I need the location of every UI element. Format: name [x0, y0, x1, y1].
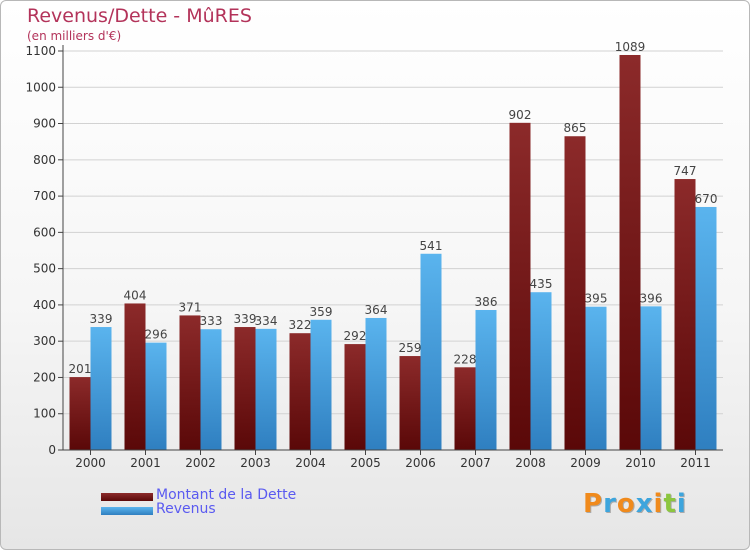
data-label-revenus: 333 — [200, 314, 223, 328]
bar-debt — [674, 179, 696, 450]
labels: 0 100 200 300 400 500 600 700 800 900 1000 1100 201 3… — [25, 40, 717, 470]
y-tick-label: 300 — [33, 334, 56, 348]
data-label-revenus: 339 — [90, 312, 113, 326]
x-tick-label: 2011 — [680, 456, 711, 470]
x-tick-label: 2009 — [570, 456, 601, 470]
axes — [58, 45, 723, 455]
data-label-revenus: 395 — [585, 292, 608, 306]
bar-debt — [399, 356, 421, 450]
logo-letter: x — [635, 489, 654, 519]
bar-debt — [454, 367, 476, 450]
x-tick-label: 2005 — [350, 456, 381, 470]
data-label-revenus: 386 — [475, 295, 498, 309]
x-tick-label: 2007 — [460, 456, 491, 470]
x-tick-label: 2004 — [295, 456, 326, 470]
data-label-debt: 259 — [399, 341, 422, 355]
bar-debt — [344, 344, 366, 450]
bar-revenus — [475, 309, 497, 450]
y-tick-label: 600 — [33, 225, 56, 239]
bar-debt — [179, 315, 201, 450]
y-tick-label: 1000 — [25, 80, 56, 94]
y-tick-label: 0 — [48, 443, 56, 457]
bar-revenus — [365, 317, 387, 450]
x-tick-label: 2010 — [625, 456, 656, 470]
data-label-debt: 322 — [289, 318, 312, 332]
x-tick-label: 2003 — [240, 456, 271, 470]
data-label-debt: 865 — [564, 121, 587, 135]
x-tick-label: 2001 — [130, 456, 161, 470]
bar-debt — [69, 377, 91, 450]
data-label-revenus: 435 — [530, 277, 553, 291]
proxiti-logo: Proxiti — [583, 489, 687, 519]
bar-revenus — [420, 253, 442, 450]
bar-debt — [564, 136, 586, 450]
data-label-revenus: 541 — [420, 239, 443, 253]
data-label-debt: 371 — [179, 300, 202, 314]
y-tick-label: 800 — [33, 153, 56, 167]
x-tick-label: 2008 — [515, 456, 546, 470]
data-label-revenus: 396 — [640, 291, 663, 305]
bar-revenus — [200, 329, 222, 450]
bar-revenus — [255, 328, 277, 450]
data-label-debt: 339 — [234, 312, 257, 326]
bar-debt — [234, 327, 256, 450]
data-label-revenus: 334 — [255, 314, 278, 328]
legend-label-debt: Montant de la Dette — [156, 487, 297, 503]
bar-revenus — [530, 292, 552, 450]
bar-debt — [124, 303, 146, 450]
chart-subtitle: (en milliers d'€) — [27, 29, 122, 43]
data-label-debt: 747 — [674, 164, 697, 178]
data-label-debt: 228 — [454, 352, 477, 366]
y-tick-label: 700 — [33, 189, 56, 203]
legend-label-revenus: Revenus — [156, 501, 216, 517]
logo-letter: i — [653, 489, 664, 519]
grid-lines — [63, 50, 723, 415]
data-label-revenus: 670 — [695, 192, 718, 206]
y-tick-label: 1100 — [25, 44, 56, 58]
y-tick-label: 200 — [33, 370, 56, 384]
legend-swatch-revenus — [101, 507, 153, 515]
data-label-revenus: 364 — [365, 303, 388, 317]
legend-swatch-debt — [101, 493, 153, 501]
x-tick-label: 2002 — [185, 456, 216, 470]
chart-title: Revenus/Dette - MûRES — [27, 5, 252, 27]
y-tick-label: 400 — [33, 298, 56, 312]
bar-debt — [289, 333, 311, 450]
bar-debt — [509, 122, 531, 450]
bar-revenus — [695, 206, 717, 450]
y-tick-label: 900 — [33, 117, 56, 131]
logo-letter: t — [663, 489, 677, 519]
data-label-revenus: 359 — [310, 305, 333, 319]
bar-revenus — [145, 342, 167, 450]
data-label-debt: 292 — [344, 329, 367, 343]
bar-revenus — [90, 327, 112, 450]
bars — [69, 54, 717, 451]
bar-revenus — [310, 319, 332, 450]
x-tick-label: 2006 — [405, 456, 436, 470]
logo-letter: P — [583, 489, 604, 519]
data-label-debt: 201 — [69, 362, 92, 376]
data-label-debt: 404 — [124, 288, 147, 302]
y-tick-label: 100 — [33, 407, 56, 421]
logo-letter: i — [676, 489, 687, 519]
bar-revenus — [585, 306, 607, 450]
data-label-debt: 902 — [509, 108, 532, 122]
bar-debt — [619, 54, 641, 451]
data-label-revenus: 296 — [145, 328, 168, 342]
y-tick-label: 500 — [33, 262, 56, 276]
logo-letter: r — [603, 489, 617, 519]
bar-revenus — [640, 306, 662, 450]
x-tick-label: 2000 — [75, 456, 106, 470]
logo-letter: o — [616, 489, 636, 519]
data-label-debt: 1089 — [615, 40, 646, 54]
